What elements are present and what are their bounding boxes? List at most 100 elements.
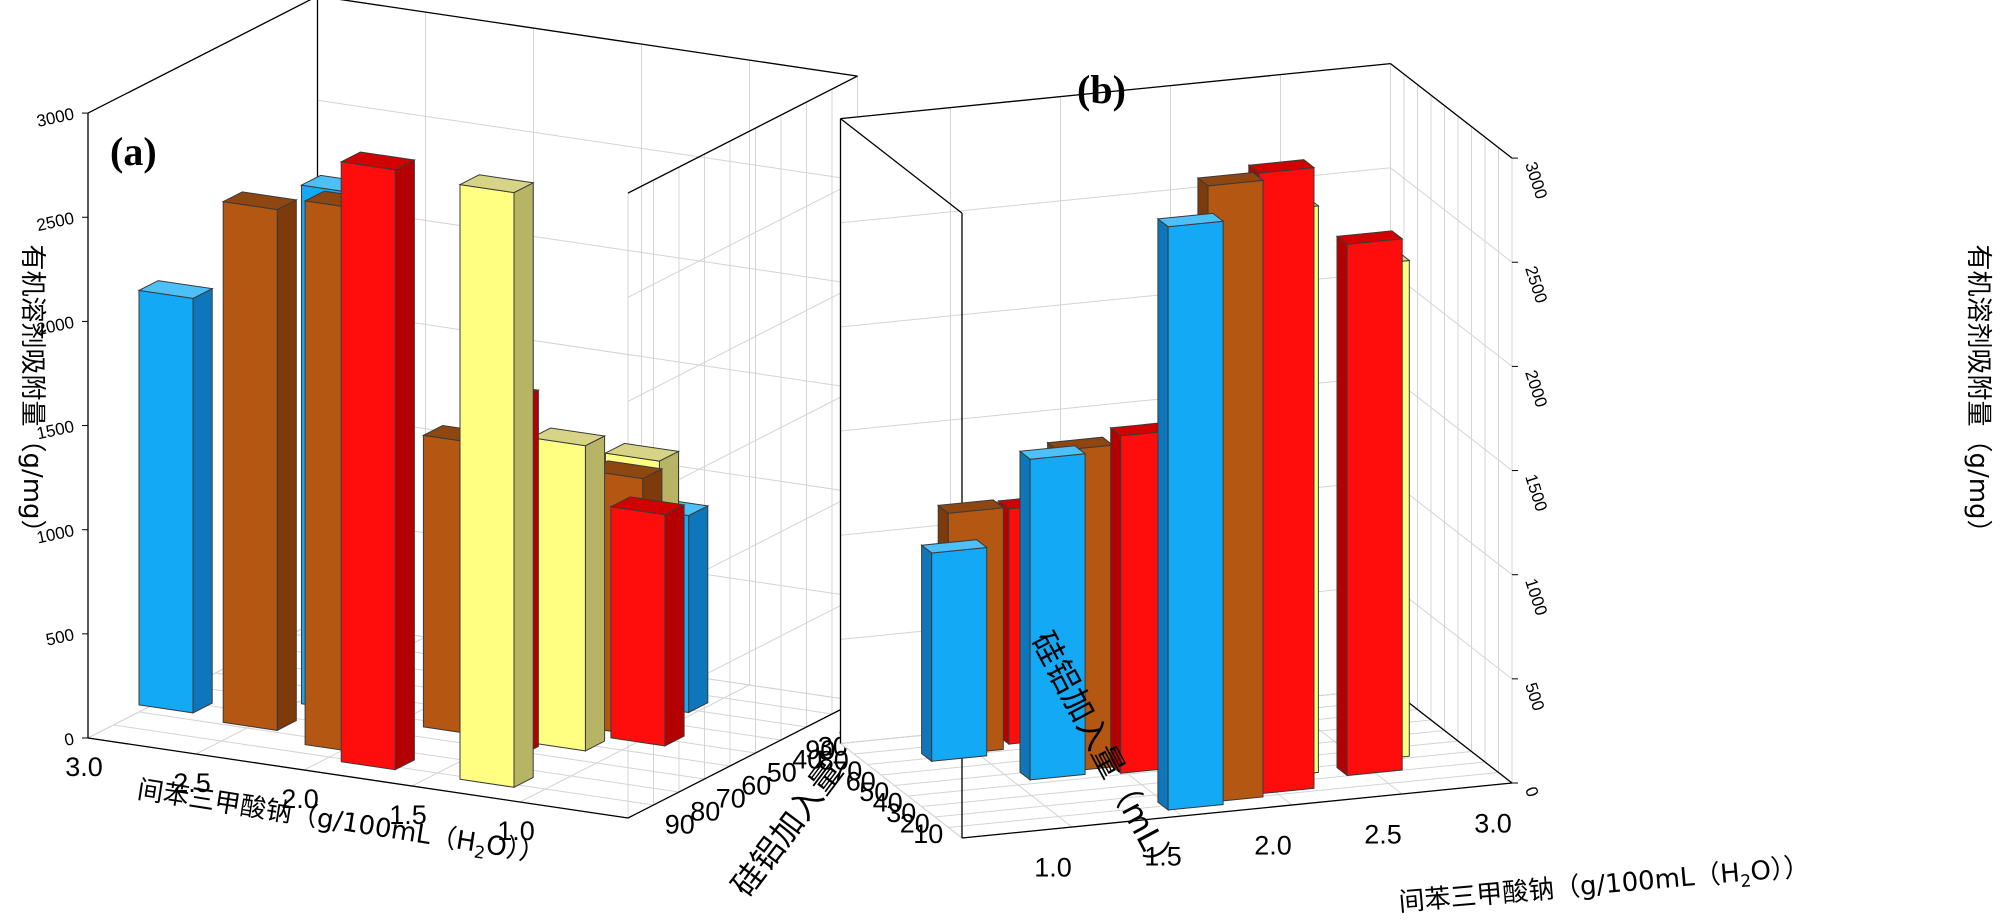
p0-xlabel-sub: 2 [473, 842, 487, 863]
p0-bar-0-top [458, 174, 535, 194]
p1-width-tick-1: 1.5 [1144, 842, 1182, 872]
p1-bar-2-top [1247, 159, 1316, 174]
p0-bar-7-top [609, 496, 686, 516]
chart-a: 0500100015002000250030003.02.52.01.51.01… [17, 0, 919, 904]
p1-depth-tick-7: 80 [819, 745, 849, 775]
p1-bar-4 [1018, 445, 1087, 781]
p0-top-edge-2 [339, 0, 858, 77]
p1-bar-3 [1335, 230, 1404, 777]
p0-xlabel-end: O）） [484, 830, 547, 869]
p0-z-tick-0: 0 [63, 729, 76, 750]
p1-w-axis [961, 782, 1513, 839]
p0-z-tick-1: 500 [44, 625, 76, 649]
p1-width-tick-labels: 1.0 1.5 2.0 2.5 3.0 [1034, 809, 1512, 883]
p1-depth-tick-3: 40 [873, 787, 903, 817]
p0-bar-8-side [276, 199, 297, 732]
p0-depth-tick-7: 80 [690, 797, 720, 827]
p1-depth-tick-1: 20 [900, 808, 930, 838]
p1-depth-tick-6: 70 [832, 756, 862, 786]
p1-bar-4-side [1019, 450, 1031, 781]
p1-grid-wf-0 [840, 743, 963, 839]
p0-depth-tick-5: 60 [741, 771, 771, 801]
p1-bar-6 [920, 539, 989, 763]
p1-bar-3-side [1336, 235, 1348, 777]
p0-top-edge-1 [87, 0, 312, 114]
p0-bar-2 [529, 427, 607, 752]
p1-z-tick-3: 1500 [1521, 472, 1551, 514]
p1-xlabel: 间苯三甲酸钠（g/100mL（H2O）） [1397, 852, 1811, 921]
p0-bar-0-side [513, 181, 534, 789]
p1-bar-7-top [936, 499, 1005, 514]
p1-top-edge-2 [840, 62, 1391, 120]
p1-z-tick-2: 1000 [1521, 576, 1551, 618]
p1-z-tick-6: 3000 [1521, 159, 1551, 201]
p1-bar-6-side [921, 544, 933, 763]
p0-bar-0-front [459, 184, 515, 788]
p1-z-tick-1: 500 [1521, 680, 1548, 713]
p0-bar-2-front [530, 437, 586, 752]
p1-bar-8-side [1110, 426, 1122, 775]
p0-width-tick-3: 1.5 [389, 800, 427, 830]
p0-width-tick-1: 2.5 [173, 768, 211, 798]
p0-bar-8-top [221, 191, 298, 211]
p1-bar-6-front [931, 546, 988, 762]
p1-depth-tick-4: 50 [859, 777, 889, 807]
p1-bar-0 [1156, 212, 1225, 812]
p1-top-edge-1 [840, 118, 963, 214]
p1-bar-0-top [1156, 212, 1225, 228]
p0-depth-tick-6: 70 [716, 784, 746, 814]
p0-grid-wf-4 [519, 684, 750, 803]
p0-bars [137, 151, 710, 789]
p1-width-tick-2: 2.0 [1254, 831, 1292, 861]
p1-bar-6-top [920, 539, 989, 554]
p1-z-tick-labels: 0 500 1000 1500 2000 2500 3000 [1512, 157, 1551, 799]
p1-depth-tick-5: 60 [846, 766, 876, 796]
p0-panel-label: (a) [110, 129, 157, 174]
p1-xlabel-sub: 2 [1740, 871, 1753, 892]
p0-bar-8-front [222, 201, 278, 731]
p0-bar-1-side [394, 159, 415, 771]
p0-bar-1 [339, 151, 417, 771]
p1-d-axis [1390, 687, 1513, 784]
p1-width-tick-4: 3.0 [1474, 809, 1512, 839]
p0-depth-tick-4: 50 [767, 758, 797, 788]
p0-width-tick-4: 1.0 [497, 816, 535, 846]
p1-bars [920, 159, 1411, 812]
p1-xlabel-main: 间苯三甲酸钠（g/100mL（H [1397, 858, 1741, 918]
p0-bar-14-side [688, 505, 709, 714]
p1-xlabel-end: O）） [1749, 852, 1811, 887]
p0-bar-7-front [610, 506, 666, 747]
p0-depth-tick-3: 40 [792, 745, 822, 775]
p1-bar-0-front [1167, 220, 1224, 811]
p0-bar-8 [221, 191, 298, 732]
p1-bar-0-side [1157, 217, 1169, 812]
p0-bar-7 [609, 496, 686, 747]
p0-width-tick-2: 2.0 [281, 784, 319, 814]
p1-top-edge-3 [1390, 63, 1513, 159]
p0-depth-tick-8: 90 [665, 810, 695, 840]
p1-depth-tick-0: 10 [913, 819, 943, 849]
p0-bar-1-front [340, 161, 396, 771]
p0-z-tick-6: 3000 [35, 104, 76, 130]
p1-z-tick-5: 2500 [1521, 264, 1551, 306]
p0-bar-11-top [137, 280, 214, 299]
p0-top-edge-3 [627, 75, 858, 194]
p1-width-tick-3: 2.5 [1364, 820, 1402, 850]
p0-bar-11-side [192, 287, 213, 714]
p0-bar-2-top [529, 427, 607, 447]
p0-bar-3-top [603, 442, 681, 462]
p0-ylabel: 有机溶剂吸附量（g/mg） [17, 244, 47, 545]
p0-bar-7-side [664, 504, 685, 747]
p1-bar-2-front [1258, 167, 1315, 795]
p0-bar-1-top [339, 151, 417, 171]
p1-bar-3-top [1335, 230, 1404, 245]
p0-bar-2-side [584, 435, 606, 752]
p0-bar-11-front [138, 289, 194, 714]
p1-width-tick-0: 1.0 [1034, 853, 1072, 883]
p0-bar-11 [137, 280, 214, 714]
p0-d-axis [627, 700, 858, 819]
p0-bar-0 [458, 174, 535, 789]
